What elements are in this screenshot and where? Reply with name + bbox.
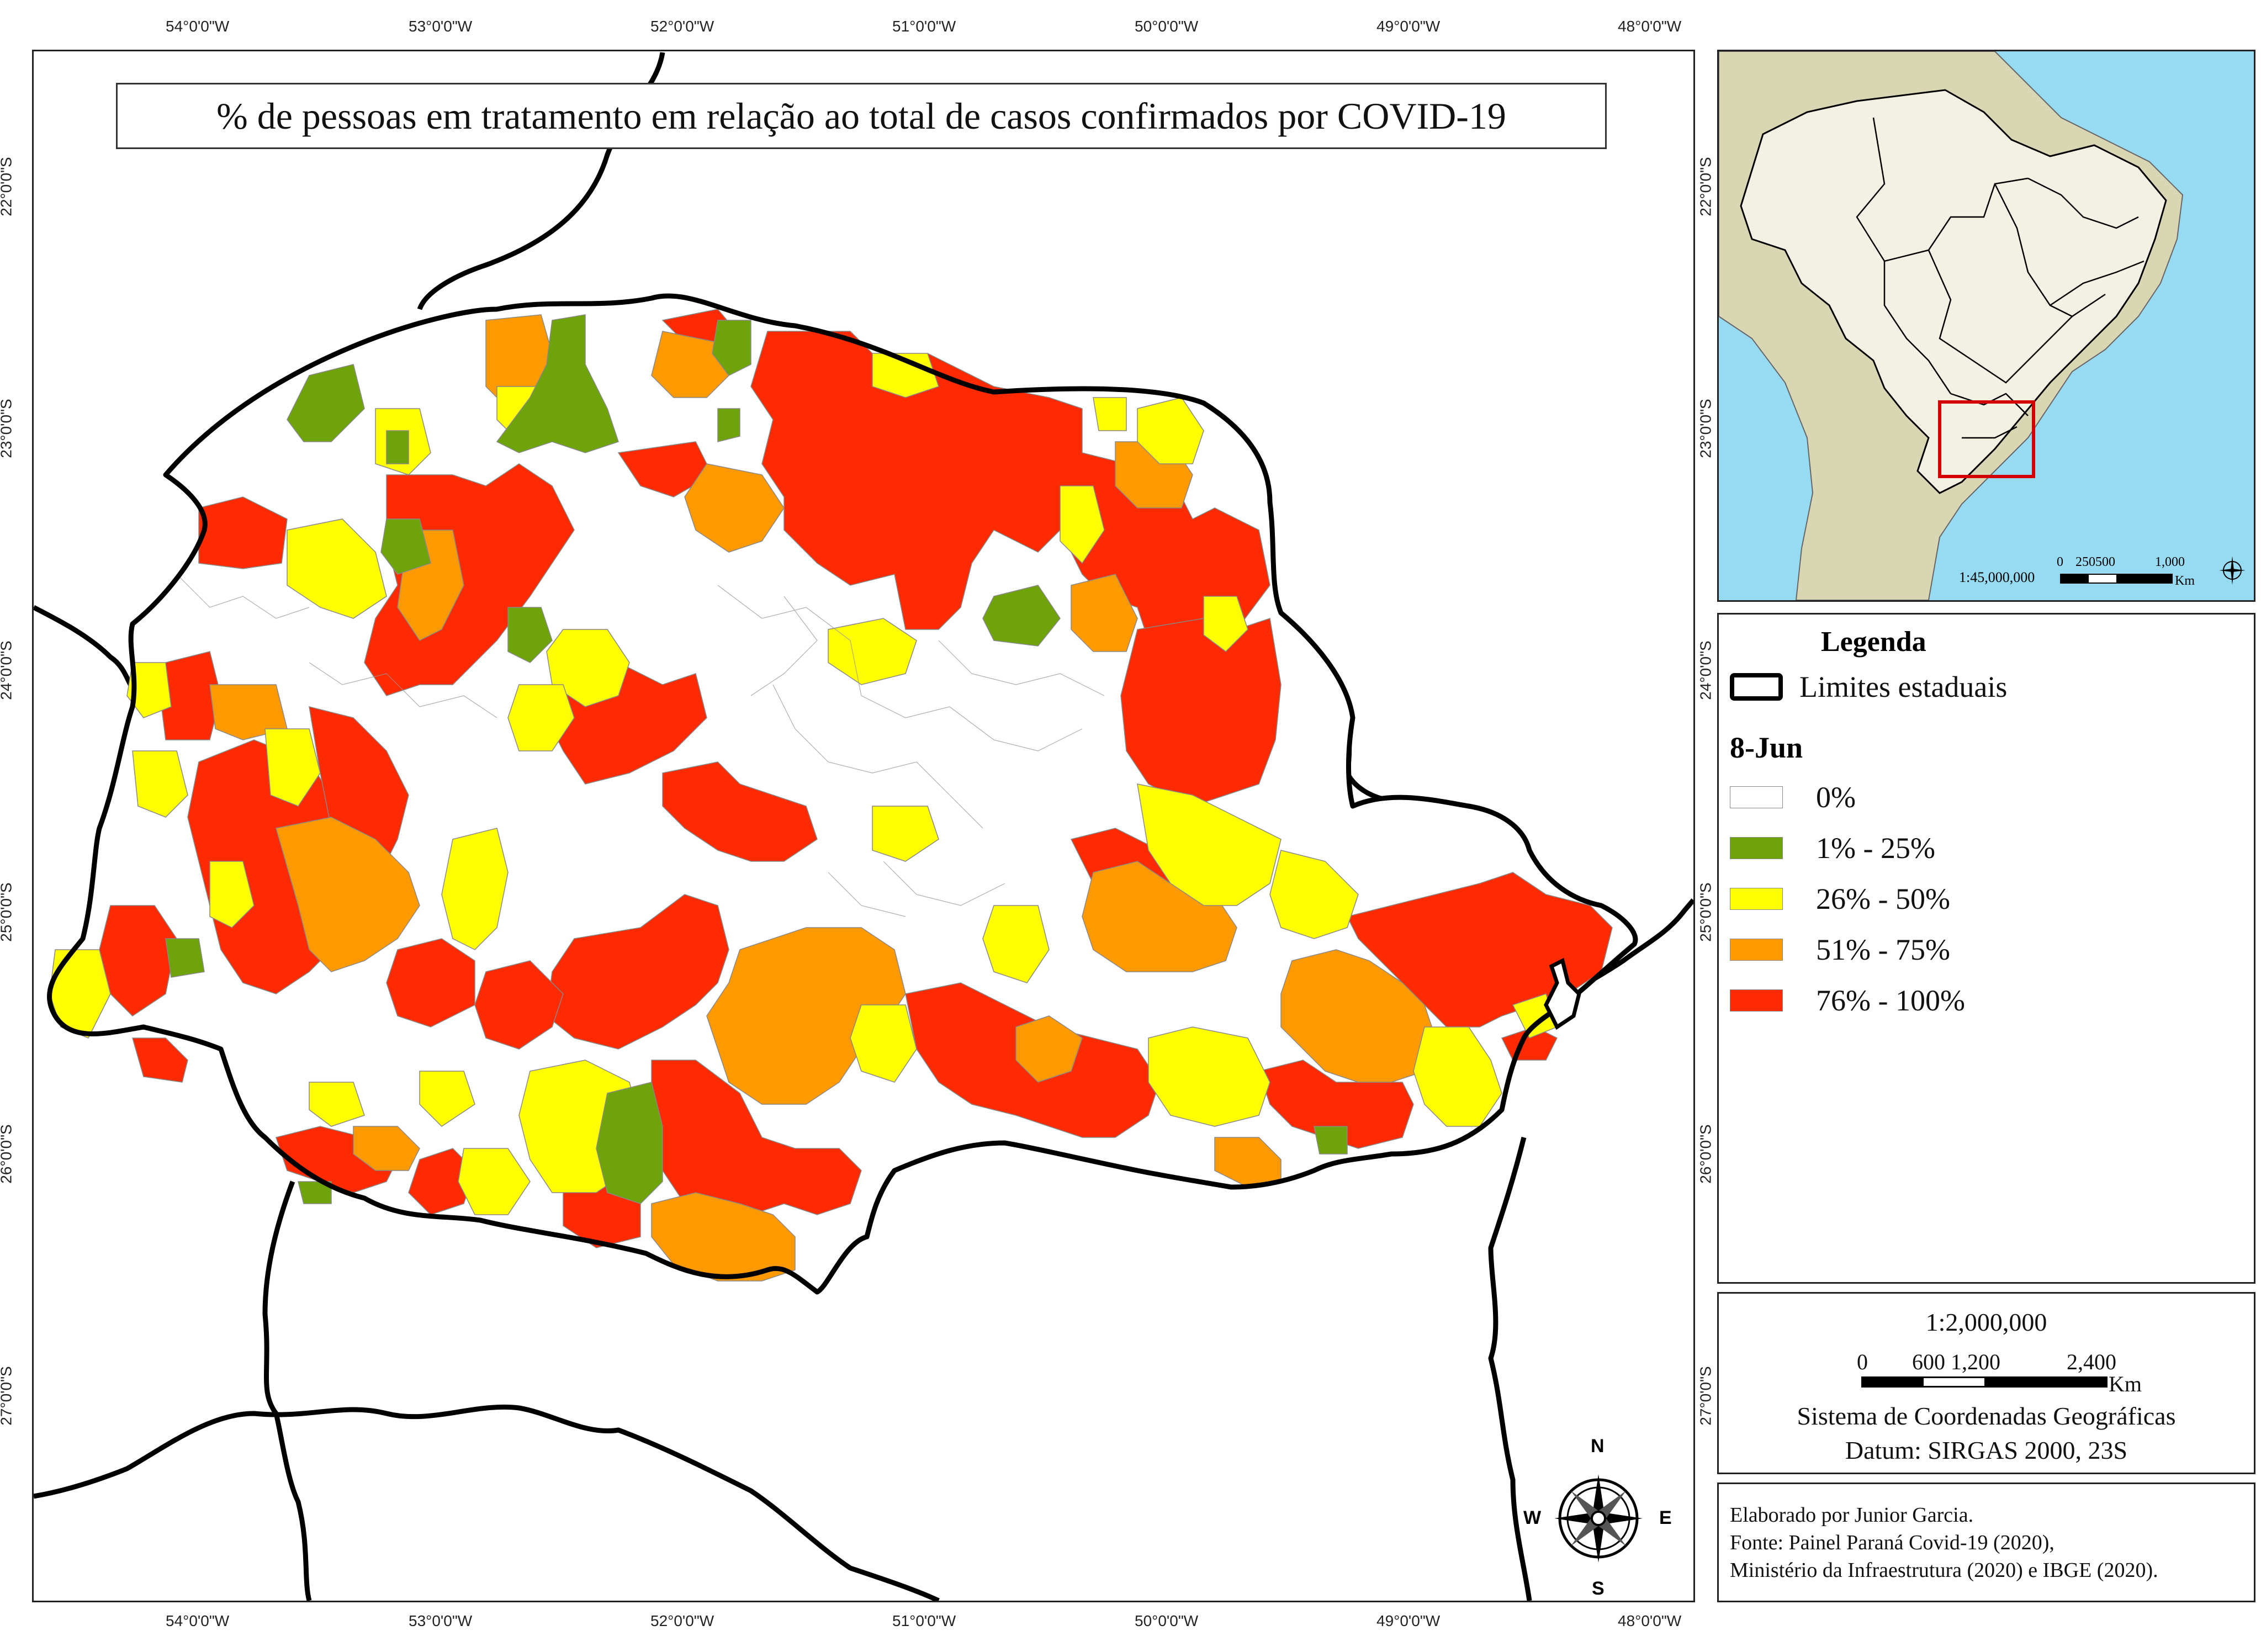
scale-ratio: 1:2,000,000: [1925, 1308, 2047, 1336]
inset-scale-tick-0: 0: [2057, 555, 2063, 569]
inset-compass-icon: [2219, 556, 2246, 585]
legend-label: 76% - 100%: [1816, 984, 1965, 1017]
credits-line-1: Elaborado por Junior Garcia.: [1730, 1503, 1974, 1527]
lat-tick: 27°0'0"S: [1697, 1366, 1714, 1426]
lat-tick: 22°0'0"S: [0, 157, 15, 216]
municipality-regions: [49, 309, 1613, 1282]
lat-tick: 26°0'0"S: [1697, 1124, 1714, 1184]
inset-selection-box: [1938, 400, 2035, 478]
legend-swatch: [1730, 786, 1783, 808]
scale-unit: Km: [2109, 1372, 2142, 1396]
legend-class-3: 51% - 75%: [1730, 933, 1950, 967]
lon-tick: 48°0'0"W: [1618, 1612, 1682, 1629]
legend-class-1: 1% - 25%: [1730, 831, 1935, 865]
inset-scale-bar: [2060, 574, 2173, 584]
lon-tick: 53°0'0"W: [409, 1612, 473, 1629]
legend-label: 51% - 75%: [1816, 933, 1950, 966]
brazil-shape: [1740, 89, 2167, 494]
lat-tick: 23°0'0"S: [0, 399, 15, 458]
bay-outline: [1544, 957, 1581, 1030]
legend-swatch: [1730, 939, 1783, 961]
coord-system: Sistema de Coordenadas Geográficas: [1797, 1402, 2176, 1430]
compass-w: W: [1523, 1507, 1542, 1528]
inset-scale-text: 1:45,000,000: [1959, 569, 2035, 585]
parana-boundary: [47, 293, 1638, 1295]
lon-tick: 50°0'0"W: [1135, 1612, 1199, 1629]
sc-coast: [1488, 1136, 1532, 1601]
legend-class-0: 0%: [1730, 780, 1856, 814]
scale-bar: [1861, 1376, 2108, 1388]
compass-rose: N S W E: [1521, 1436, 1676, 1601]
lat-tick: 24°0'0"S: [0, 640, 15, 700]
lon-tick: 53°0'0"W: [409, 18, 473, 35]
lon-tick: 51°0'0"W: [892, 1612, 956, 1629]
lat-tick: 26°0'0"S: [0, 1124, 15, 1184]
legend-class-2: 26% - 50%: [1730, 882, 1950, 916]
credits-line-3: Ministério da Infraestrutura (2020) e IB…: [1730, 1559, 2158, 1582]
sc-boundary: [262, 1180, 312, 1601]
state-limits-swatch: [1730, 673, 1783, 701]
lat-tick: 22°0'0"S: [1697, 157, 1714, 216]
scale-tick-0: 0: [1857, 1349, 1868, 1374]
compass-n: N: [1591, 1436, 1605, 1457]
state-limits-label: Limites estaduais: [1799, 670, 2008, 703]
scale-box: 1:2,000,000 0 600 1,200 2,400 Km Sistema…: [1717, 1292, 2255, 1474]
inset-scale-unit: Km: [2175, 574, 2195, 588]
lat-tick: 23°0'0"S: [1697, 399, 1714, 458]
scale-tick-2: 2,400: [2067, 1349, 2116, 1374]
legend-swatch: [1730, 837, 1783, 859]
compass-e: E: [1659, 1507, 1672, 1528]
lon-tick: 49°0'0"W: [1376, 1612, 1441, 1629]
lat-tick: 24°0'0"S: [1697, 640, 1714, 700]
legend-row-state-limits: Limites estaduais: [1730, 670, 2007, 704]
lat-tick: 27°0'0"S: [0, 1366, 15, 1426]
lat-tick: 25°0'0"S: [0, 882, 15, 942]
legend-swatch: [1730, 989, 1783, 1012]
lon-tick: 49°0'0"W: [1376, 18, 1441, 35]
lon-tick: 52°0'0"W: [650, 1612, 714, 1629]
legend-box: Legenda Limites estaduais 8-Jun 0% 1% - …: [1717, 613, 2255, 1284]
inset-map-frame: 1:45,000,000 0 250500 1,000 Km: [1717, 50, 2255, 602]
inset-map: [1719, 51, 2254, 600]
legend-label: 26% - 50%: [1816, 882, 1950, 915]
map-title: % de pessoas em tratamento em relação ao…: [116, 83, 1607, 149]
compass-s: S: [1592, 1578, 1605, 1599]
lon-tick: 50°0'0"W: [1135, 18, 1199, 35]
inset-scale-tick-1: 250500: [2075, 555, 2115, 569]
legend-label: 1% - 25%: [1816, 832, 1935, 865]
lon-tick: 54°0'0"W: [166, 1612, 230, 1629]
lon-tick: 48°0'0"W: [1618, 18, 1682, 35]
inset-scale-tick-2: 1,000: [2155, 555, 2185, 569]
lon-tick: 52°0'0"W: [650, 18, 714, 35]
parana-map: [34, 52, 1693, 1601]
compass-icon: [1554, 1474, 1643, 1563]
datum: Datum: SIRGAS 2000, 23S: [1845, 1436, 2128, 1464]
legend-date: 8-Jun: [1730, 731, 1803, 764]
lat-tick: 25°0'0"S: [1697, 882, 1714, 942]
legend-label: 0%: [1816, 781, 1856, 814]
ms-boundary-west: [34, 605, 140, 698]
rs-sc-boundary: [34, 1404, 940, 1601]
legend-class-4: 76% - 100%: [1730, 983, 1965, 1018]
legend-swatch: [1730, 888, 1783, 910]
legend-title: Legenda: [1821, 626, 1926, 658]
lon-tick: 51°0'0"W: [892, 18, 956, 35]
lon-tick: 54°0'0"W: [166, 18, 230, 35]
credits-line-2: Fonte: Painel Paraná Covid-19 (2020),: [1730, 1531, 2055, 1554]
scale-tick-1: 600 1,200: [1912, 1349, 2000, 1374]
credits-box: Elaborado por Junior Garcia. Fonte: Pain…: [1717, 1482, 2255, 1602]
